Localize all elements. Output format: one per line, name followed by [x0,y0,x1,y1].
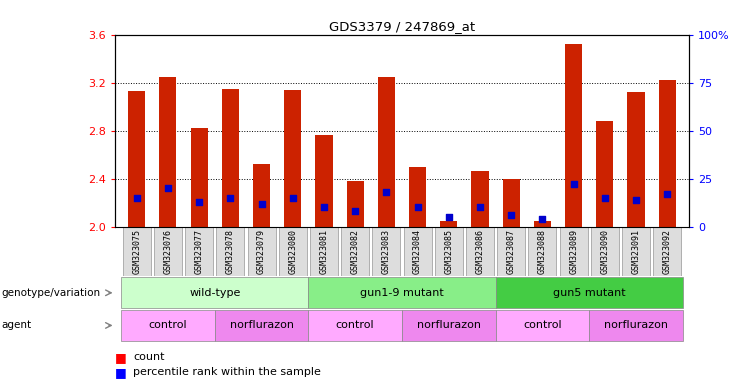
Bar [185,227,213,276]
Bar [404,227,432,276]
Point [349,208,361,214]
Text: agent: agent [1,320,32,331]
Text: norflurazon: norflurazon [230,320,293,331]
Bar [559,227,588,276]
Bar [466,227,494,276]
Text: norflurazon: norflurazon [416,320,481,331]
Text: control: control [523,320,562,331]
Text: GSM323088: GSM323088 [538,229,547,274]
Text: GSM323079: GSM323079 [257,229,266,274]
Bar [159,76,176,227]
Bar [591,227,619,276]
Text: control: control [336,320,374,331]
Bar [310,227,338,276]
Point [225,195,236,201]
Point [568,181,579,187]
Point [474,204,486,210]
Bar [622,227,650,276]
Text: GSM323090: GSM323090 [600,229,609,274]
Bar [341,227,369,276]
Point [536,216,548,222]
Point [662,191,674,197]
Text: GSM323077: GSM323077 [195,229,204,274]
Point [318,204,330,210]
Bar [253,164,270,227]
Bar [435,227,463,276]
Text: GSM323081: GSM323081 [319,229,328,274]
Text: GSM323076: GSM323076 [164,229,173,274]
Bar [496,277,683,308]
Bar [247,227,276,276]
Point [130,195,142,201]
Text: percentile rank within the sample: percentile rank within the sample [133,367,322,377]
Text: genotype/variation: genotype/variation [1,288,101,298]
Text: gun5 mutant: gun5 mutant [553,288,625,298]
Bar [628,92,645,227]
Point [630,197,642,203]
Bar [216,227,245,276]
Text: GSM323086: GSM323086 [476,229,485,274]
Bar [128,91,145,227]
Text: GSM323091: GSM323091 [631,229,640,274]
Bar [347,181,364,227]
Bar [496,310,589,341]
Point [599,195,611,201]
Bar [279,227,307,276]
Text: GSM323092: GSM323092 [662,229,672,274]
Text: gun1-9 mutant: gun1-9 mutant [360,288,444,298]
Bar [409,167,426,227]
Bar [121,310,215,341]
Text: wild-type: wild-type [189,288,240,298]
Text: GSM323084: GSM323084 [413,229,422,274]
Point [412,204,424,210]
Text: control: control [149,320,187,331]
Bar [378,76,395,227]
Bar [597,121,614,227]
Text: norflurazon: norflurazon [604,320,668,331]
Bar [284,90,302,227]
Bar [502,179,520,227]
Bar [534,220,551,227]
Text: count: count [133,352,165,362]
Text: GSM323080: GSM323080 [288,229,297,274]
Point [162,185,174,191]
Bar [654,227,681,276]
Point [287,195,299,201]
Bar [565,44,582,227]
Point [256,200,268,207]
Bar [589,310,683,341]
Text: ■: ■ [115,366,127,379]
Text: GSM323085: GSM323085 [445,229,453,274]
Text: GSM323089: GSM323089 [569,229,578,274]
Bar [308,310,402,341]
Point [193,199,205,205]
Bar [440,220,457,227]
Bar [123,227,150,276]
Bar [402,310,496,341]
Bar [190,128,207,227]
Point [505,212,517,218]
Text: GSM323083: GSM323083 [382,229,391,274]
Text: GSM323075: GSM323075 [132,229,142,274]
Text: ■: ■ [115,351,127,364]
Text: GSM323087: GSM323087 [507,229,516,274]
Title: GDS3379 / 247869_at: GDS3379 / 247869_at [329,20,475,33]
Bar [308,277,496,308]
Point [443,214,455,220]
Bar [528,227,556,276]
Bar [154,227,182,276]
Bar [471,171,488,227]
Point [380,189,392,195]
Bar [215,310,308,341]
Bar [121,277,308,308]
Text: GSM323078: GSM323078 [226,229,235,274]
Bar [316,136,333,227]
Bar [372,227,400,276]
Text: GSM323082: GSM323082 [350,229,359,274]
Bar [497,227,525,276]
Bar [659,80,676,227]
Bar [222,89,239,227]
